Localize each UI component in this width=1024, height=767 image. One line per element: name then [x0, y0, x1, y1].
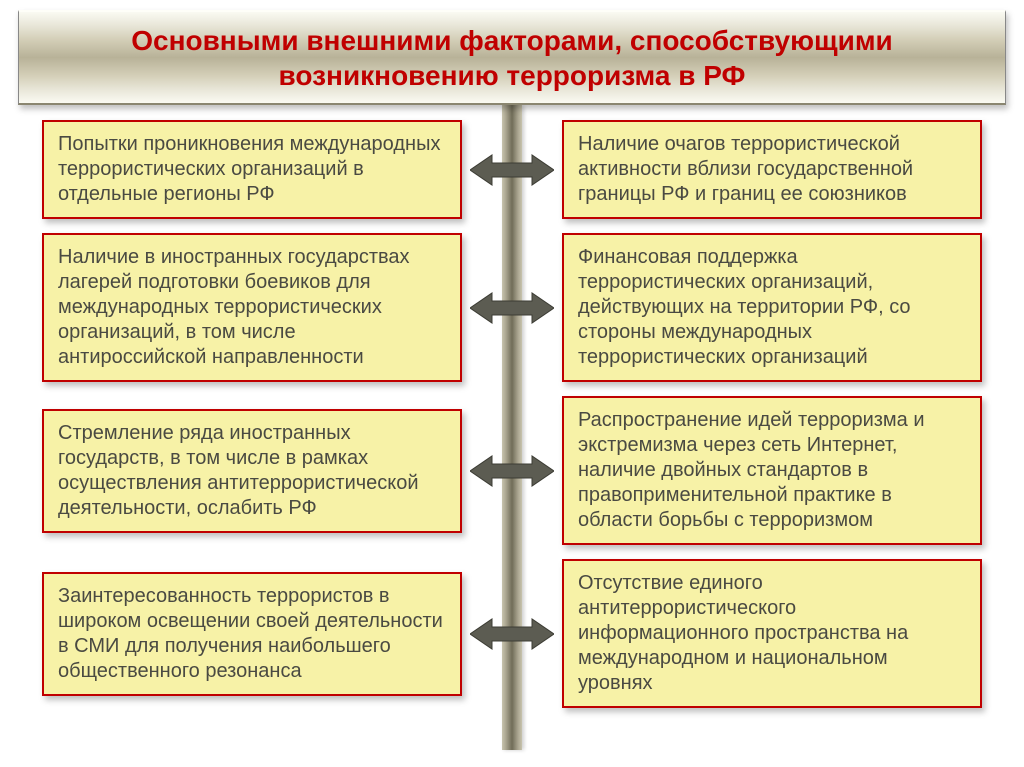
title-bar: Основными внешними факторами, способству…	[18, 10, 1006, 105]
title-line-1: Основными внешними факторами, способству…	[131, 25, 893, 56]
factor-box-left: Заинтересованность террористов в широком…	[42, 572, 462, 696]
connector	[462, 617, 562, 651]
connector	[462, 153, 562, 187]
factor-box-right: Финансовая поддержка террористических ор…	[562, 233, 982, 382]
factor-box-right: Отсутствие единого антитеррористического…	[562, 559, 982, 708]
double-arrow-icon	[470, 454, 554, 488]
connector	[462, 454, 562, 488]
factor-box-left: Наличие в иностранных государствах лагер…	[42, 233, 462, 382]
factor-box-right: Распространение идей терроризма и экстре…	[562, 396, 982, 545]
factor-box-right: Наличие очагов террористической активнос…	[562, 120, 982, 219]
double-arrow-icon	[470, 153, 554, 187]
title-line-2: возникновению терроризма в РФ	[279, 60, 746, 91]
connector	[462, 291, 562, 325]
page-title: Основными внешними факторами, способству…	[131, 23, 893, 93]
central-spine	[502, 105, 522, 750]
double-arrow-icon	[470, 617, 554, 651]
factor-box-left: Попытки проникновения международных терр…	[42, 120, 462, 219]
factor-box-left: Стремление ряда иностранных государств, …	[42, 409, 462, 533]
double-arrow-icon	[470, 291, 554, 325]
